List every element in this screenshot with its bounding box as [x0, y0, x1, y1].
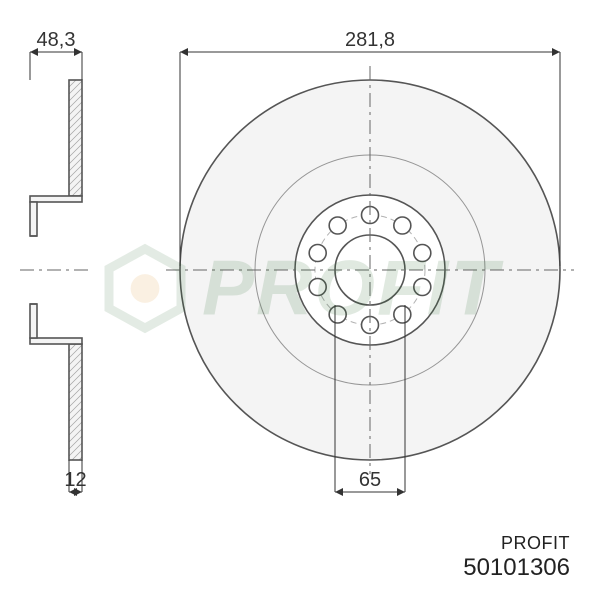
part-number: 50101306 [463, 554, 570, 582]
technical-drawing: 48,3 281,8 12 65 [0, 0, 600, 600]
brand-label: PROFIT [463, 533, 570, 554]
svg-text:48,3: 48,3 [37, 29, 76, 51]
footer: PROFIT 50101306 [463, 533, 570, 582]
drawing-canvas: PROFIT 48,3 281,8 12 65 PROFIT 50101306 [0, 0, 600, 600]
svg-text:12: 12 [64, 469, 86, 491]
svg-text:281,8: 281,8 [345, 29, 395, 51]
svg-text:65: 65 [359, 469, 381, 491]
